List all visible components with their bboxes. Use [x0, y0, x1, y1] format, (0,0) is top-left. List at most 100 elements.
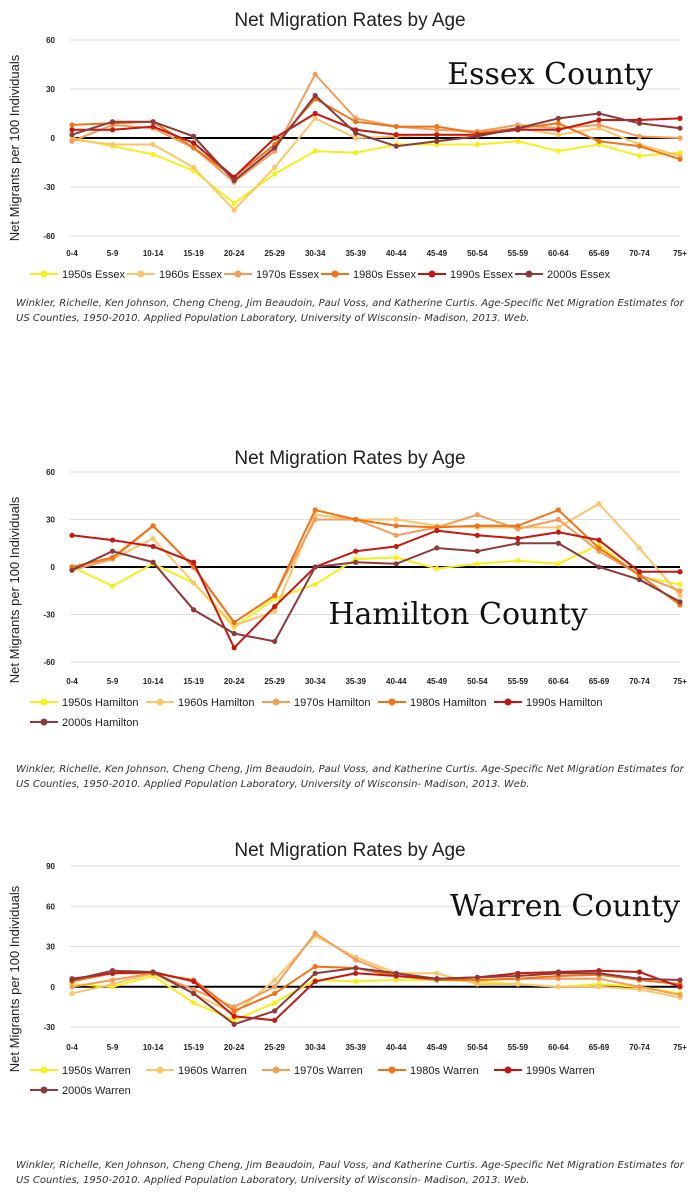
- chart-title: Net Migration Rates by Age: [234, 840, 465, 861]
- data-point: [191, 607, 197, 613]
- data-point: [109, 554, 116, 561]
- data-point: [596, 117, 602, 123]
- legend-label: 1970s Hamilton: [294, 697, 370, 709]
- data-point: [312, 148, 318, 154]
- data-point: [191, 986, 197, 993]
- legend-label: 1990s Essex: [450, 269, 513, 281]
- x-tick-label: 25-29: [264, 677, 285, 686]
- legend-swatch-marker: [388, 698, 396, 706]
- x-tick-label: 20-24: [224, 1043, 245, 1052]
- y-tick-label: 60: [46, 902, 55, 911]
- x-tick-label: 55-59: [508, 249, 529, 258]
- series-line: [71, 542, 681, 643]
- data-point: [393, 543, 399, 550]
- data-point: [272, 603, 278, 610]
- chart-essex: Net Migration Rates by Age Net Migrants p…: [0, 0, 700, 290]
- data-point: [434, 545, 440, 551]
- legend-label: 1990s Hamilton: [526, 697, 602, 709]
- data-point: [636, 143, 643, 149]
- x-tick-label: 35-39: [345, 249, 366, 258]
- county-label-hamilton-county: Hamilton County: [328, 597, 587, 632]
- y-tick-label: 60: [46, 468, 55, 477]
- data-point: [150, 969, 156, 975]
- legend-swatch-marker: [428, 270, 436, 278]
- legend-entry: 1980s Hamilton: [378, 697, 486, 709]
- legend-swatch-marker: [40, 1086, 48, 1094]
- y-axis-label: Net Migrants per 100 Individuals: [7, 496, 22, 683]
- x-tick-label: 65-69: [589, 677, 610, 686]
- data-point: [191, 1000, 197, 1006]
- data-point: [109, 141, 116, 148]
- data-point: [69, 984, 75, 990]
- data-point: [677, 592, 683, 599]
- y-tick-label: -30: [43, 1023, 55, 1032]
- chart-svg: Net Migration Rates by Age Net Migrants p…: [7, 840, 687, 1097]
- x-tick-label: 40-44: [386, 249, 407, 258]
- data-point: [596, 976, 602, 982]
- data-point: [231, 645, 237, 651]
- data-point: [69, 567, 75, 573]
- data-point: [434, 132, 440, 138]
- legend-swatch-marker: [40, 270, 48, 278]
- data-point: [109, 548, 116, 554]
- data-point: [474, 548, 480, 554]
- data-point: [191, 140, 197, 146]
- data-point: [272, 592, 278, 599]
- data-point: [677, 588, 683, 594]
- data-point: [312, 978, 318, 984]
- x-tick-label: 5-9: [107, 1043, 119, 1052]
- x-tick-label: 45-49: [427, 1043, 448, 1052]
- data-point: [191, 990, 197, 997]
- x-tick-label: 50-54: [467, 677, 488, 686]
- data-point: [353, 516, 359, 523]
- data-point: [474, 523, 480, 529]
- legend-label: 2000s Essex: [547, 269, 610, 281]
- data-point: [677, 977, 683, 983]
- legend-entry: 1970s Hamilton: [262, 697, 370, 709]
- x-tick-label: 70-74: [629, 1043, 650, 1052]
- series-1950s-warren: [69, 973, 683, 1023]
- x-tick-label: 40-44: [386, 1043, 407, 1052]
- y-tick-label: -30: [43, 611, 55, 620]
- county-label-essex-county: Essex County: [447, 57, 653, 92]
- data-point: [231, 630, 237, 637]
- data-point: [677, 125, 683, 131]
- legend-label: 1960s Hamilton: [178, 697, 254, 709]
- chart-warren: Net Migration Rates by Age Net Migrants p…: [0, 824, 700, 1154]
- data-point: [555, 127, 562, 133]
- data-point: [434, 565, 440, 572]
- citation-hamilton: Winkler, Richelle, Ken Johnson, Cheng Ch…: [16, 764, 684, 790]
- data-point: [353, 970, 359, 976]
- data-point: [109, 583, 116, 589]
- data-point: [191, 978, 197, 984]
- series-line: [71, 137, 681, 205]
- data-point: [555, 115, 562, 121]
- legend-entry: 1950s Essex: [30, 269, 125, 281]
- legend-label: 1980s Warren: [410, 1065, 479, 1077]
- legend-swatch-marker: [272, 1066, 280, 1074]
- data-point: [312, 564, 318, 570]
- data-point: [191, 580, 197, 586]
- data-point: [636, 569, 643, 575]
- x-tick-label: 60-64: [548, 677, 569, 686]
- series-line: [71, 94, 681, 182]
- data-point: [272, 990, 278, 997]
- legend-entry: 1990s Essex: [418, 269, 513, 281]
- data-point: [69, 132, 75, 138]
- x-tick-label: 65-69: [589, 249, 610, 258]
- legend-label: 1990s Warren: [526, 1065, 595, 1077]
- legend-entry: 1970s Warren: [262, 1065, 363, 1077]
- data-point: [596, 110, 602, 117]
- data-point: [555, 120, 562, 126]
- x-tick-label: 75+: [673, 1043, 687, 1052]
- data-point: [353, 548, 359, 554]
- data-point: [434, 976, 440, 982]
- x-tick-label: 30-34: [305, 1043, 326, 1052]
- x-tick-label: 10-14: [143, 677, 164, 686]
- data-point: [312, 581, 318, 588]
- data-point: [677, 135, 683, 141]
- data-point: [555, 970, 562, 976]
- legend-swatch-marker: [272, 698, 280, 706]
- legend-swatch-marker: [388, 1066, 396, 1074]
- x-tick-label: 5-9: [107, 249, 119, 258]
